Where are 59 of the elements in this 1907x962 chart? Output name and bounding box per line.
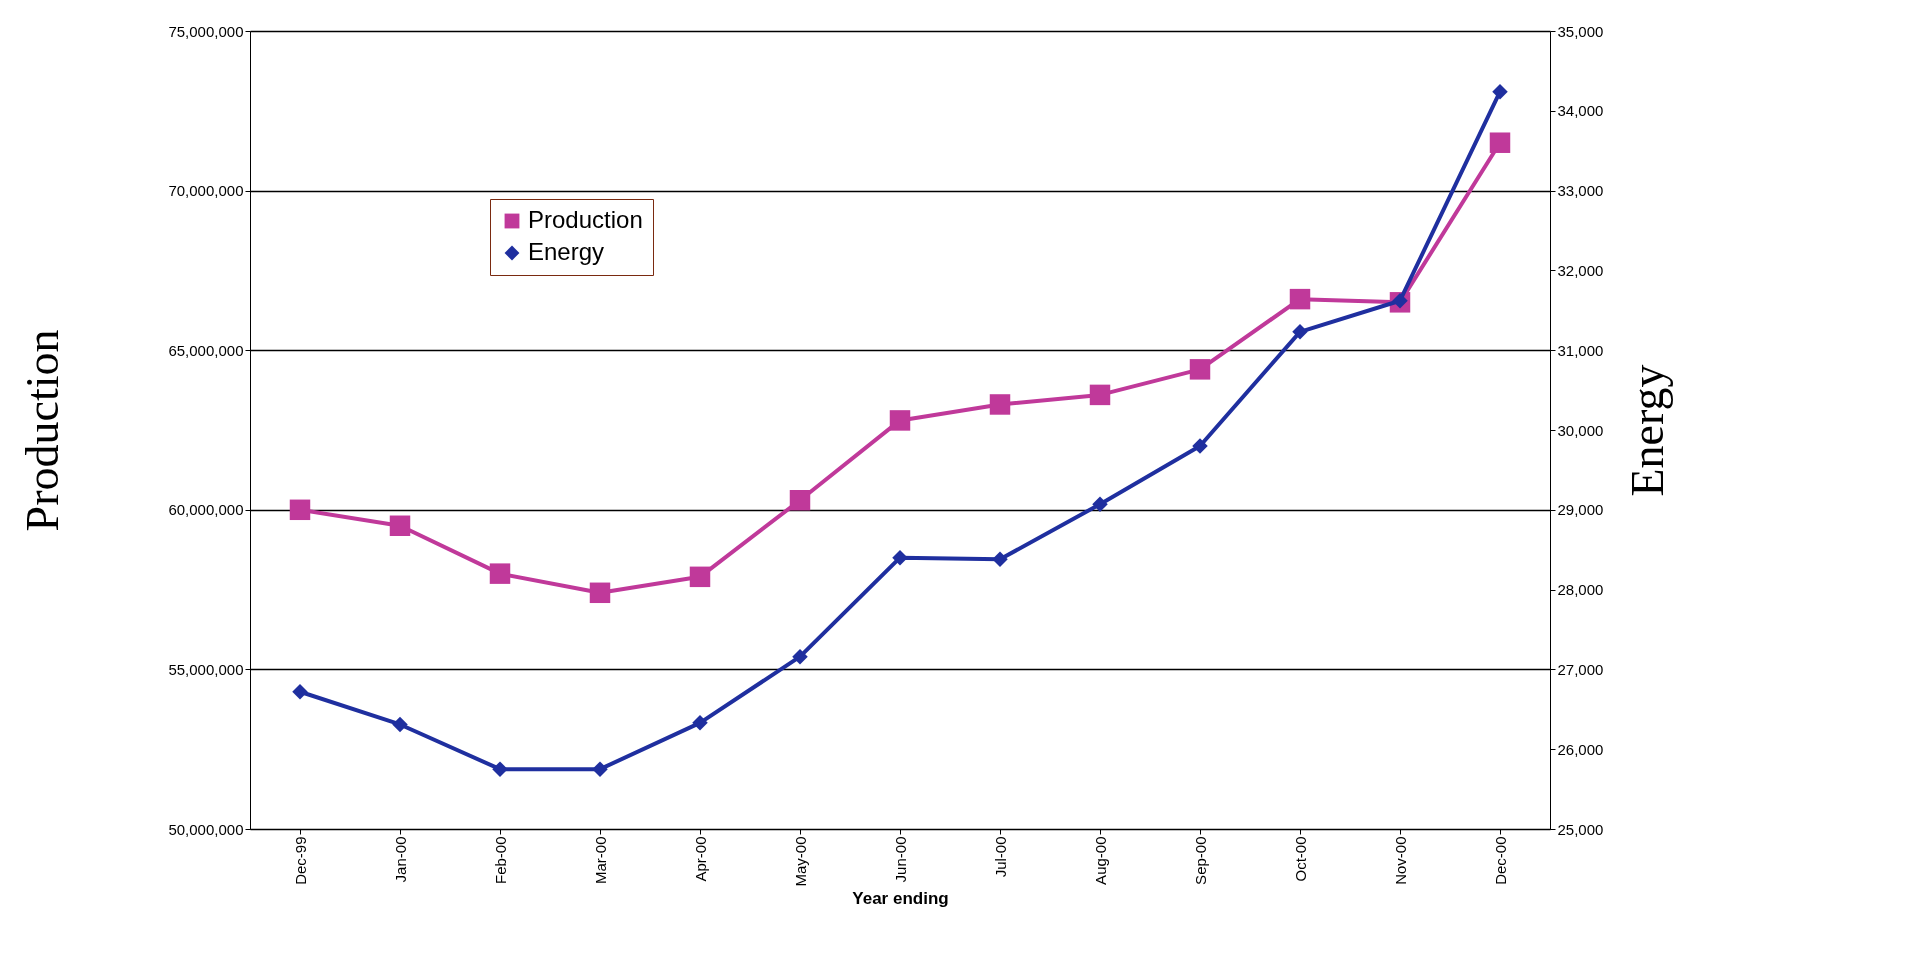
point [1289, 288, 1311, 310]
y2-tick-label: 30,000 [1557, 421, 1604, 439]
point [589, 582, 611, 604]
y2-tick-label: 35,000 [1557, 22, 1604, 40]
point [889, 410, 911, 431]
y-tick-label: 60,000,000 [168, 501, 244, 519]
point [1492, 83, 1508, 100]
y2-tick-label: 29,000 [1557, 501, 1604, 519]
point [389, 515, 411, 537]
y-tick-label: 70,000,000 [168, 182, 244, 200]
y-axis-title: Production [17, 329, 69, 532]
point [1292, 324, 1308, 340]
y2-tick-label: 32,000 [1557, 261, 1604, 279]
y2-axis-title: Energy [1622, 364, 1674, 497]
x-tick-label: May-00 [791, 836, 809, 887]
point [289, 499, 311, 521]
y-tick-label: 50,000,000 [168, 820, 244, 838]
point [892, 549, 908, 566]
x-tick-label: Jul-00 [991, 836, 1009, 878]
y2-tick-label: 26,000 [1557, 740, 1604, 758]
point [992, 551, 1008, 568]
y2-tick-label: 33,000 [1557, 182, 1604, 200]
x-tick-label: Aug-00 [1091, 836, 1109, 885]
point [1489, 132, 1511, 153]
x-tick-label: Mar-00 [591, 836, 609, 885]
point [989, 394, 1011, 415]
point [1092, 496, 1108, 512]
legend-label: Energy [528, 238, 605, 265]
y2-tick-label: 27,000 [1557, 660, 1604, 678]
point [489, 563, 511, 584]
x-tick-label: Apr-00 [691, 836, 709, 882]
point [392, 716, 408, 733]
y2-tick-label: 31,000 [1557, 341, 1604, 359]
y2-tick-label: 28,000 [1557, 581, 1604, 599]
y-tick-label: 55,000,000 [168, 660, 244, 678]
x-tick-label: Jan-00 [391, 836, 409, 883]
x-axis-title: Year ending [852, 888, 949, 908]
x-tick-label: Feb-00 [491, 836, 509, 885]
point [1192, 438, 1208, 454]
y2-tick-label: 25,000 [1557, 820, 1604, 838]
point [592, 761, 608, 777]
point [689, 566, 711, 588]
x-tick-label: Dec-99 [291, 836, 309, 885]
point [792, 648, 808, 665]
x-tick-label: Nov-00 [1391, 836, 1409, 885]
legend-label: Production [528, 206, 643, 233]
point [789, 489, 811, 511]
point [292, 684, 308, 700]
x-tick-label: Dec-00 [1491, 836, 1509, 885]
x-tick-label: Jun-00 [891, 836, 909, 883]
point [492, 761, 508, 777]
y2-tick-label: 34,000 [1557, 102, 1604, 120]
y-tick-label: 75,000,000 [168, 22, 244, 40]
point [1089, 384, 1111, 406]
y-tick-label: 65,000,000 [168, 341, 244, 359]
point [1189, 359, 1211, 380]
point [692, 715, 708, 731]
x-tick-label: Oct-00 [1291, 836, 1309, 882]
x-tick-label: Sep-00 [1191, 836, 1209, 885]
